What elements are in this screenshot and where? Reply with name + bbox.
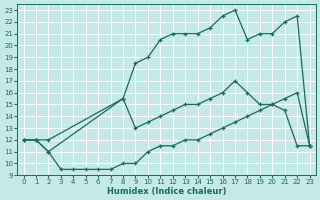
X-axis label: Humidex (Indice chaleur): Humidex (Indice chaleur) — [107, 187, 226, 196]
